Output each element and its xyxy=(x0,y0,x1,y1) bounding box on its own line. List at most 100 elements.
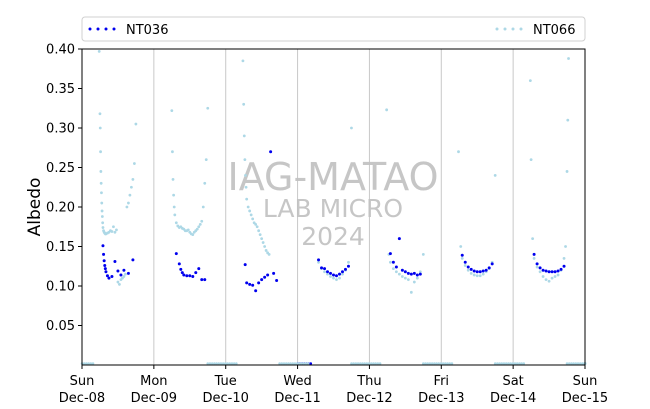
night-point xyxy=(378,362,382,365)
data-point xyxy=(98,126,102,130)
data-point xyxy=(254,222,258,226)
legend: NT036 NT066 xyxy=(81,16,586,42)
data-point xyxy=(535,265,539,269)
series-NT066 xyxy=(97,49,570,294)
data-point xyxy=(100,215,104,218)
data-point xyxy=(242,102,246,106)
data-point xyxy=(257,281,261,285)
data-point xyxy=(418,270,422,274)
night-point xyxy=(284,362,288,365)
legend-label: NT066 xyxy=(533,23,575,38)
night-point xyxy=(448,362,452,365)
data-points xyxy=(97,49,570,294)
night-point xyxy=(210,362,214,365)
watermark-line: IAG-MATAO xyxy=(227,155,438,199)
night-point xyxy=(350,362,353,365)
data-point xyxy=(550,276,554,280)
data-point xyxy=(113,230,117,234)
data-point xyxy=(332,276,335,280)
data-point xyxy=(171,150,174,154)
data-point xyxy=(528,79,532,82)
data-point xyxy=(102,259,106,263)
data-point xyxy=(553,275,557,278)
night-point xyxy=(520,362,523,365)
data-point xyxy=(272,271,276,275)
y-tick-label: 0.30 xyxy=(46,122,75,137)
data-point xyxy=(204,158,208,162)
night-point xyxy=(309,362,313,365)
x-tick-date: Dec-14 xyxy=(490,391,536,406)
data-point xyxy=(463,264,467,267)
data-point xyxy=(317,260,320,264)
data-point xyxy=(529,158,533,162)
data-point xyxy=(103,263,107,267)
legend-box xyxy=(81,16,586,42)
data-point xyxy=(544,269,548,273)
data-point xyxy=(547,270,551,274)
data-point xyxy=(116,280,120,284)
data-point xyxy=(469,267,473,271)
data-point xyxy=(172,205,176,209)
data-point xyxy=(421,253,425,256)
data-point xyxy=(460,256,464,260)
night-point xyxy=(213,362,216,365)
x-tick-date: Dec-13 xyxy=(418,391,464,406)
x-tick-day: Thu xyxy=(356,374,381,389)
data-point xyxy=(113,260,117,264)
data-point xyxy=(101,244,105,248)
data-point xyxy=(171,177,175,181)
data-point xyxy=(99,150,102,154)
night-point xyxy=(295,362,299,365)
legend-marker xyxy=(112,27,116,31)
data-point xyxy=(566,118,570,122)
data-point xyxy=(186,228,190,232)
night-point xyxy=(581,362,584,365)
data-point xyxy=(243,158,247,162)
y-axis-label: Albedo xyxy=(25,178,45,237)
x-tick-date: Dec-08 xyxy=(59,391,105,406)
data-point xyxy=(323,267,327,271)
data-point xyxy=(547,279,551,283)
data-point xyxy=(493,174,497,177)
night-point xyxy=(444,362,447,365)
legend-marker xyxy=(96,27,100,31)
night-point xyxy=(235,362,238,365)
data-point xyxy=(266,273,270,277)
night-point xyxy=(437,362,441,365)
data-point xyxy=(248,209,252,213)
data-point xyxy=(258,233,262,237)
data-point xyxy=(260,278,264,282)
data-point xyxy=(394,270,398,274)
night-point xyxy=(363,362,366,365)
night-point xyxy=(496,362,499,365)
data-point xyxy=(100,201,104,205)
night-point xyxy=(441,362,445,365)
data-point xyxy=(567,57,570,60)
data-point xyxy=(317,258,321,262)
night-point xyxy=(217,362,221,365)
data-point xyxy=(249,213,253,217)
night-point xyxy=(374,362,377,365)
night-point xyxy=(91,362,95,365)
data-point xyxy=(98,112,102,116)
data-point xyxy=(418,272,422,276)
data-point xyxy=(320,266,324,270)
night-point xyxy=(280,362,284,365)
data-point xyxy=(329,271,333,275)
night-point xyxy=(567,362,571,365)
data-point xyxy=(246,205,250,209)
night-point xyxy=(565,362,569,365)
legend-marker xyxy=(511,27,515,31)
data-point xyxy=(415,273,419,277)
data-point xyxy=(388,252,392,256)
data-point xyxy=(394,265,398,269)
data-point xyxy=(263,275,267,279)
data-point xyxy=(255,225,259,229)
data-point xyxy=(132,162,136,165)
data-point xyxy=(257,229,261,233)
data-point xyxy=(97,49,101,53)
x-tick-day: Sat xyxy=(502,374,523,389)
data-point xyxy=(124,272,127,276)
data-point xyxy=(261,241,265,244)
data-point xyxy=(243,263,247,267)
